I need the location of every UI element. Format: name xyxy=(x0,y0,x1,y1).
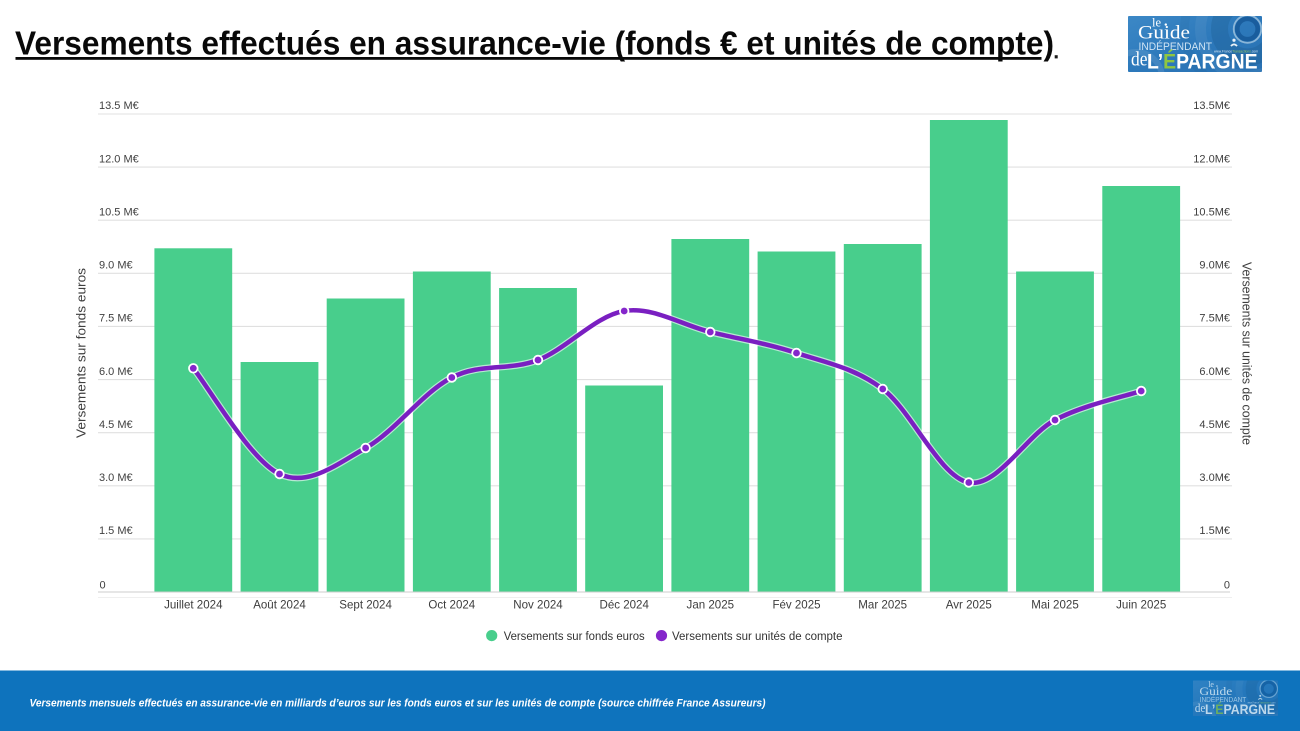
svg-text:Versements effectués en assura: Versements effectués en assurance-vie (f… xyxy=(15,25,1054,62)
svg-text:3.0 M€: 3.0 M€ xyxy=(99,472,133,484)
svg-text:4.5 M€: 4.5 M€ xyxy=(99,419,133,431)
svg-text:0: 0 xyxy=(1224,580,1230,592)
svg-text:12.0 M€: 12.0 M€ xyxy=(99,153,139,165)
svg-text:9.0 M€: 9.0 M€ xyxy=(99,260,133,272)
svg-text:1.5 M€: 1.5 M€ xyxy=(99,525,133,537)
svg-text:Jan 2025: Jan 2025 xyxy=(687,598,735,612)
svg-text:3.0M€: 3.0M€ xyxy=(1199,472,1230,484)
svg-text:Versements sur fonds euros: Versements sur fonds euros xyxy=(74,267,89,438)
svg-text:Avr 2025: Avr 2025 xyxy=(946,598,992,612)
svg-text:Sept 2024: Sept 2024 xyxy=(339,598,392,612)
svg-text:Juin 2025: Juin 2025 xyxy=(1116,598,1166,612)
svg-text:Versements mensuels effectués: Versements mensuels effectués en assuran… xyxy=(30,698,766,710)
svg-text:Versements sur unités de compt: Versements sur unités de compte xyxy=(672,631,843,643)
svg-text:0: 0 xyxy=(100,580,106,592)
svg-text:Juillet 2024: Juillet 2024 xyxy=(164,598,223,612)
svg-text:7.5M€: 7.5M€ xyxy=(1199,313,1230,325)
svg-text:Versements sur fonds euros: Versements sur fonds euros xyxy=(504,631,645,643)
svg-text:10.5M€: 10.5M€ xyxy=(1193,206,1230,218)
svg-text:4.5M€: 4.5M€ xyxy=(1199,419,1230,431)
svg-text:Mar 2025: Mar 2025 xyxy=(858,598,907,612)
svg-text:1.5M€: 1.5M€ xyxy=(1199,525,1230,537)
svg-text:6.0 M€: 6.0 M€ xyxy=(99,366,133,378)
svg-text:6.0M€: 6.0M€ xyxy=(1199,366,1230,378)
svg-text:7.5 M€: 7.5 M€ xyxy=(99,313,133,325)
svg-text:13.5 M€: 13.5 M€ xyxy=(99,100,139,112)
svg-text:Déc 2024: Déc 2024 xyxy=(600,598,650,612)
svg-text:Fév 2025: Fév 2025 xyxy=(772,598,820,612)
svg-text:Oct 2024: Oct 2024 xyxy=(428,598,475,612)
svg-text:Versements sur unités de compt: Versements sur unités de compte xyxy=(1240,262,1255,445)
svg-text:13.5M€: 13.5M€ xyxy=(1193,100,1230,112)
svg-text:Août 2024: Août 2024 xyxy=(253,598,306,612)
svg-text:10.5 M€: 10.5 M€ xyxy=(99,206,139,218)
svg-text:Mai 2025: Mai 2025 xyxy=(1031,598,1079,612)
svg-text:Nov 2024: Nov 2024 xyxy=(513,598,563,612)
svg-text:9.0M€: 9.0M€ xyxy=(1199,260,1230,272)
svg-text:12.0M€: 12.0M€ xyxy=(1193,153,1230,165)
